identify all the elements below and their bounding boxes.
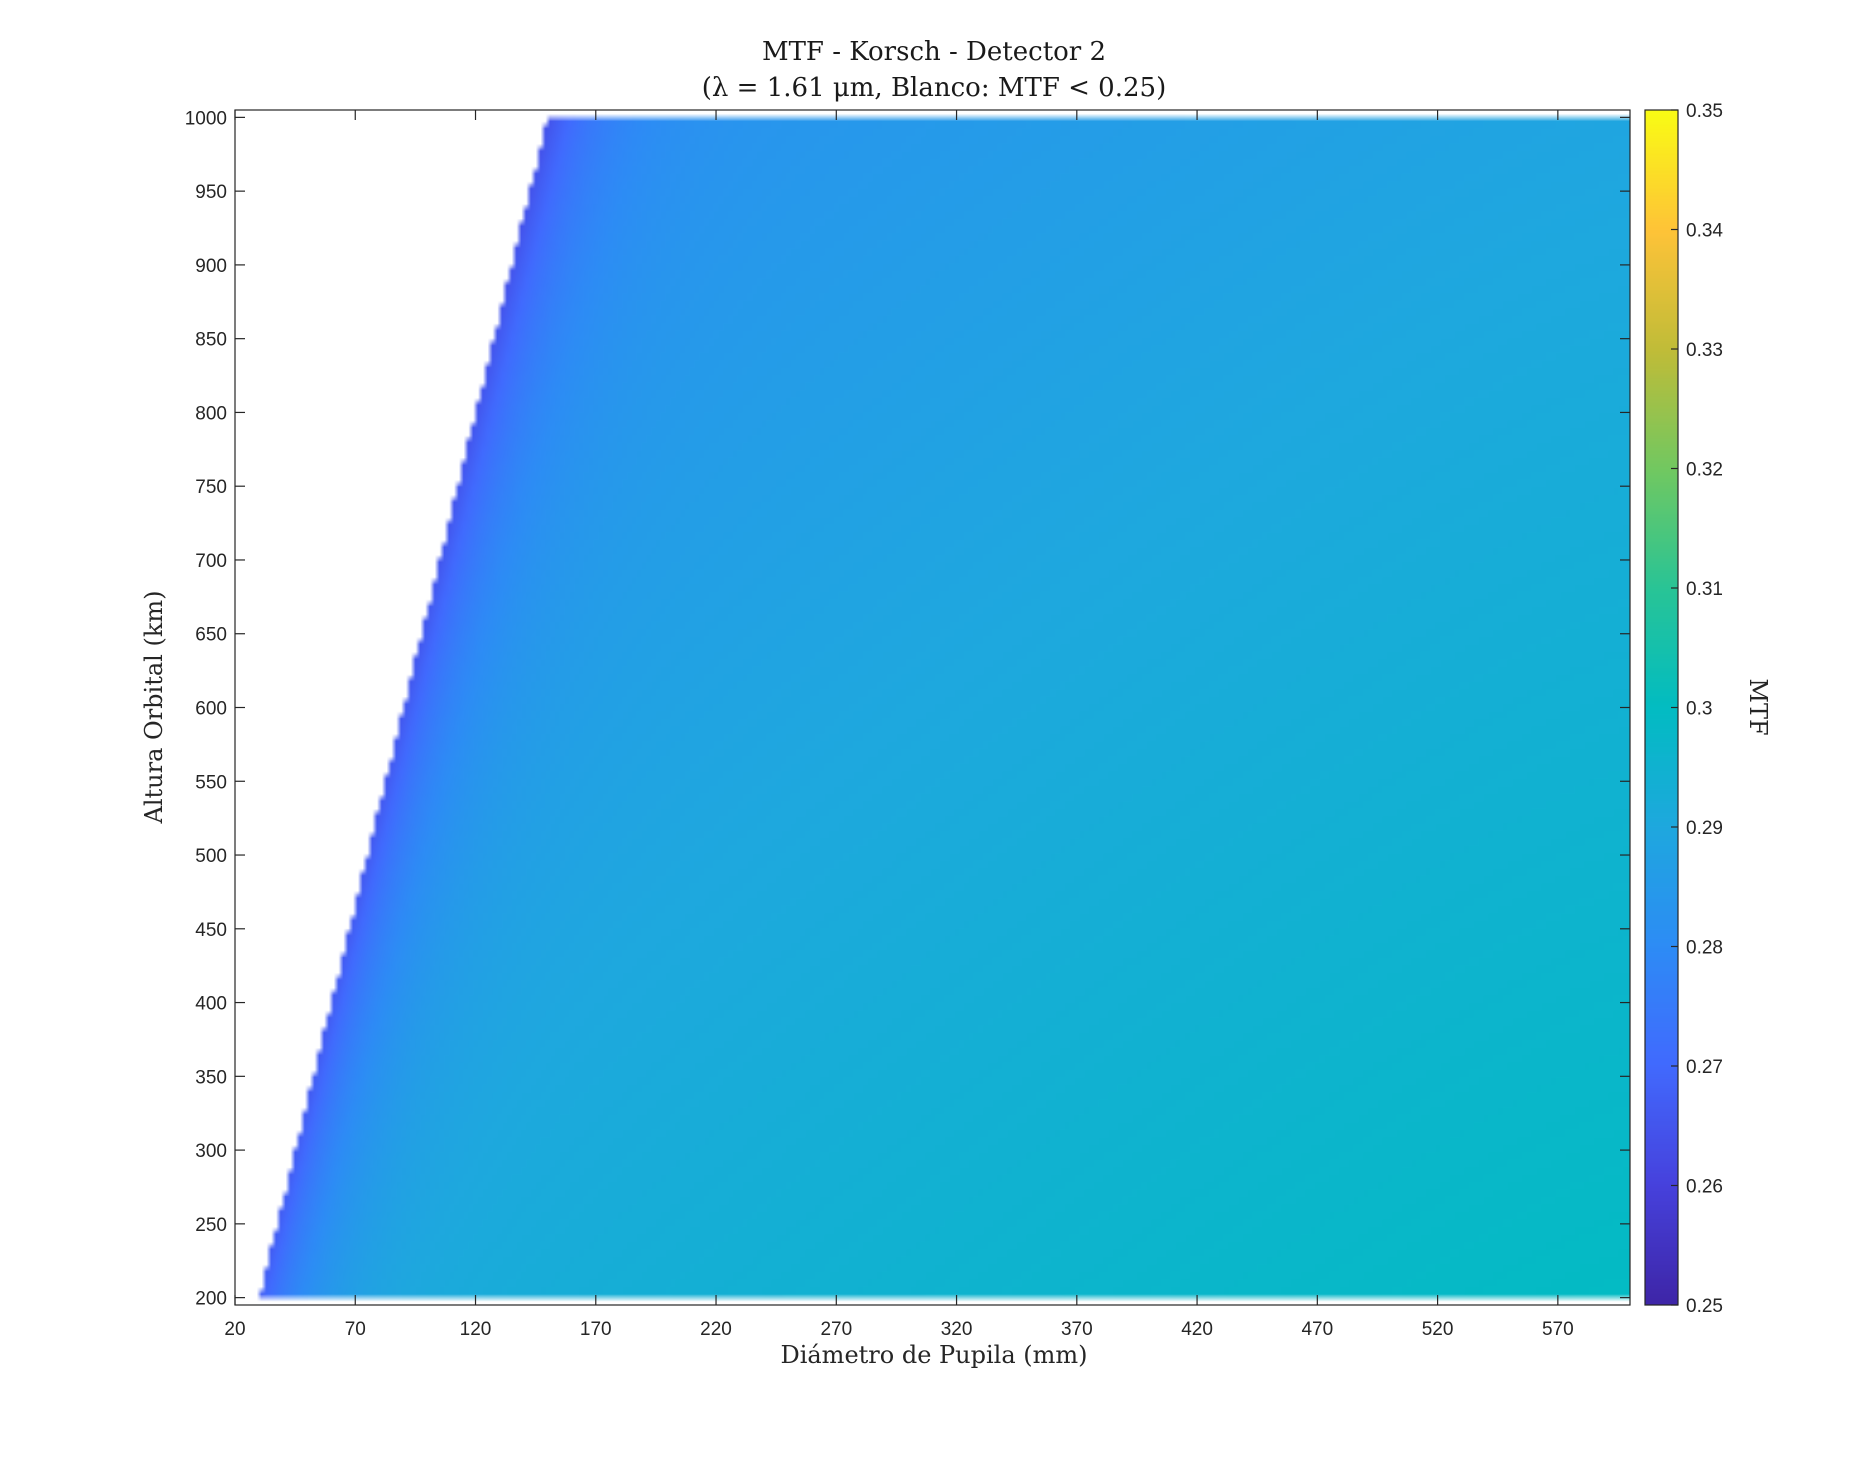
y-tick-label: 950	[195, 182, 227, 203]
y-tick-label: 800	[195, 403, 227, 424]
colorbar: 0.25 0.26 0.27 0.28 0.29 0.3 0.31 0.32 0.33 0.34 0…	[1644, 101, 1723, 1317]
colorbar-tick-label: 0.35	[1686, 101, 1723, 122]
x-tick-label: 470	[1301, 1319, 1333, 1340]
colorbar-tick-label: 0.29	[1686, 818, 1723, 839]
y-tick-label: 850	[195, 330, 227, 351]
y-tick-label: 450	[195, 920, 227, 941]
x-tick-label: 520	[1422, 1319, 1454, 1340]
colorbar-tick-label: 0.31	[1686, 579, 1723, 600]
y-tick-label: 500	[195, 846, 227, 867]
x-tick-label: 370	[1061, 1319, 1093, 1340]
x-tick-label: 120	[460, 1319, 492, 1340]
y-tick-label: 1000	[185, 108, 227, 129]
colorbar-tick-label: 0.34	[1686, 221, 1723, 242]
y-tick-label: 550	[195, 772, 227, 793]
x-tick-label: 270	[820, 1319, 852, 1340]
y-tick-label: 600	[195, 699, 227, 720]
chart-title: MTF - Korsch - Detector 2	[762, 37, 1106, 67]
y-tick-label: 750	[195, 477, 227, 498]
colorbar-tick-label: 0.26	[1686, 1177, 1723, 1198]
y-tick-label: 300	[195, 1141, 227, 1162]
y-axis-label: Altura Orbital (km)	[140, 591, 168, 825]
colorbar-tick-label: 0.27	[1686, 1057, 1723, 1078]
x-tick-label: 20	[224, 1319, 245, 1340]
colorbar-ticks: 0.25 0.26 0.27 0.28 0.29 0.3 0.31 0.32 0.33 0.34 0…	[1644, 101, 1723, 1317]
x-tick-label: 70	[345, 1319, 366, 1340]
colorbar-tick-label: 0.3	[1686, 699, 1712, 720]
x-tick-label: 170	[580, 1319, 612, 1340]
heatmap-image	[235, 110, 1630, 1305]
x-tick-label: 220	[700, 1319, 732, 1340]
y-tick-label: 250	[195, 1215, 227, 1236]
colorbar-tick-label: 0.28	[1686, 938, 1723, 959]
colorbar-tick-label: 0.25	[1686, 1296, 1723, 1317]
x-tick-label: 570	[1542, 1319, 1574, 1340]
y-tick-label: 700	[195, 551, 227, 572]
y-tick-label: 350	[195, 1067, 227, 1088]
x-axis-label: Diámetro de Pupila (mm)	[780, 1341, 1087, 1369]
y-tick-label: 900	[195, 256, 227, 277]
y-tick-label: 400	[195, 994, 227, 1015]
x-tick-label: 420	[1181, 1319, 1213, 1340]
chart-subtitle: (λ = 1.61 μm, Blanco: MTF < 0.25)	[702, 73, 1166, 103]
colorbar-tick-label: 0.33	[1686, 340, 1723, 361]
x-tick-label: 320	[941, 1319, 973, 1340]
colorbar-tick-label: 0.32	[1686, 460, 1723, 481]
heatmap-area	[235, 110, 1630, 1305]
y-tick-label: 650	[195, 625, 227, 646]
y-tick-label: 200	[195, 1289, 227, 1310]
axes: 20 70 120 170 220 270 320 370 420 470 520 570 200 250…	[185, 108, 1631, 1340]
colorbar-label: MTF	[1744, 678, 1772, 735]
